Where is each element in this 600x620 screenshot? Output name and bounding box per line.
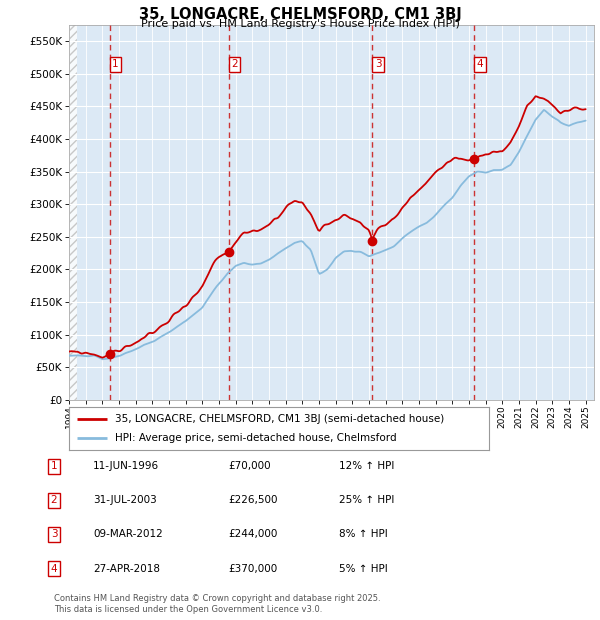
Text: Contains HM Land Registry data © Crown copyright and database right 2025.
This d: Contains HM Land Registry data © Crown c… (54, 595, 380, 614)
Bar (69, 25, 77, 400)
Text: 1: 1 (112, 59, 119, 69)
Text: 12% ↑ HPI: 12% ↑ HPI (339, 461, 394, 471)
Text: 2: 2 (231, 59, 238, 69)
Text: 09-MAR-2012: 09-MAR-2012 (93, 529, 163, 539)
Text: 8% ↑ HPI: 8% ↑ HPI (339, 529, 388, 539)
Text: 27-APR-2018: 27-APR-2018 (93, 564, 160, 574)
Text: 3: 3 (374, 59, 381, 69)
Text: £370,000: £370,000 (228, 564, 277, 574)
Text: Price paid vs. HM Land Registry's House Price Index (HPI): Price paid vs. HM Land Registry's House … (140, 19, 460, 29)
Text: 25% ↑ HPI: 25% ↑ HPI (339, 495, 394, 505)
Text: £70,000: £70,000 (228, 461, 271, 471)
Text: £226,500: £226,500 (228, 495, 277, 505)
Text: 35, LONGACRE, CHELMSFORD, CM1 3BJ (semi-detached house): 35, LONGACRE, CHELMSFORD, CM1 3BJ (semi-… (115, 414, 445, 423)
Text: 2: 2 (50, 495, 58, 505)
Text: 31-JUL-2003: 31-JUL-2003 (93, 495, 157, 505)
Text: 4: 4 (477, 59, 484, 69)
Text: HPI: Average price, semi-detached house, Chelmsford: HPI: Average price, semi-detached house,… (115, 433, 397, 443)
Text: 1: 1 (50, 461, 58, 471)
Text: £244,000: £244,000 (228, 529, 277, 539)
Text: 5% ↑ HPI: 5% ↑ HPI (339, 564, 388, 574)
Text: 4: 4 (50, 564, 58, 574)
Text: 3: 3 (50, 529, 58, 539)
Text: 35, LONGACRE, CHELMSFORD, CM1 3BJ: 35, LONGACRE, CHELMSFORD, CM1 3BJ (139, 7, 461, 22)
Text: 11-JUN-1996: 11-JUN-1996 (93, 461, 159, 471)
